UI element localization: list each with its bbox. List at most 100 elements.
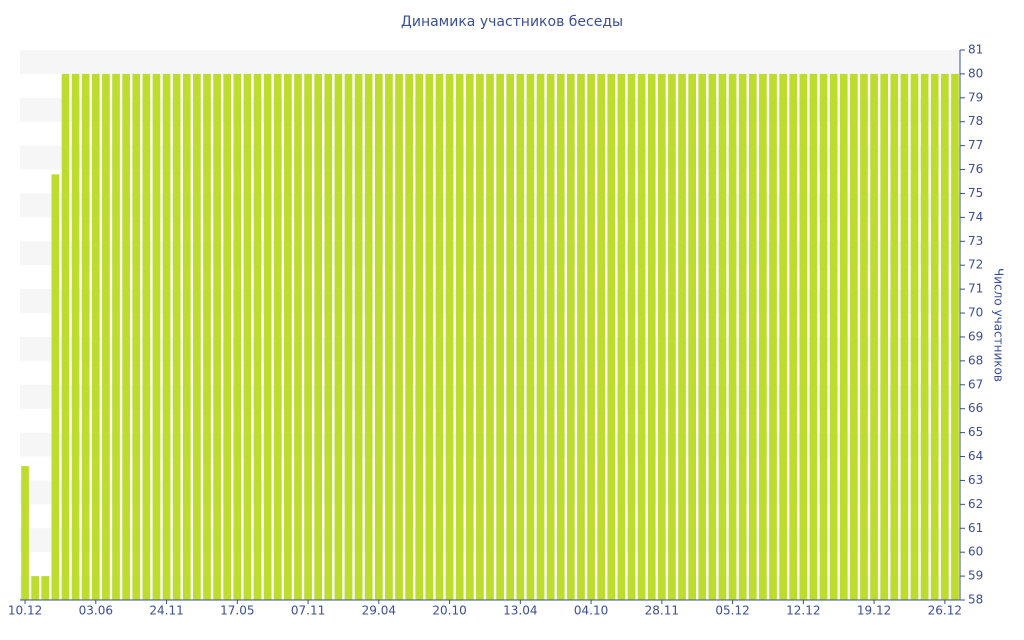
bar bbox=[910, 73, 919, 601]
y-tick-label: 78 bbox=[968, 114, 983, 128]
x-tick-label: 17.05 bbox=[220, 604, 254, 618]
bar bbox=[536, 73, 545, 601]
bar bbox=[364, 73, 373, 601]
bar bbox=[213, 73, 221, 601]
bar bbox=[637, 73, 646, 601]
bar bbox=[152, 73, 161, 601]
y-tick-label: 64 bbox=[968, 449, 983, 463]
bar bbox=[435, 73, 444, 601]
x-tick-label: 29.04 bbox=[362, 604, 396, 618]
y-tick-label: 74 bbox=[968, 210, 983, 224]
bar bbox=[728, 73, 737, 601]
y-tick-label: 73 bbox=[968, 234, 983, 248]
y-tick-label: 61 bbox=[968, 521, 983, 535]
y-tick-label: 77 bbox=[968, 138, 983, 152]
bar bbox=[668, 73, 676, 601]
x-tick-label: 26.12 bbox=[928, 604, 962, 618]
bar bbox=[920, 73, 929, 601]
bar bbox=[647, 73, 656, 601]
y-axis-title: Число участников bbox=[992, 268, 1006, 382]
bar bbox=[627, 73, 636, 601]
x-tick-label: 12.12 bbox=[786, 604, 820, 618]
bar bbox=[890, 73, 899, 601]
bar bbox=[263, 73, 272, 601]
bar bbox=[465, 73, 474, 601]
bar bbox=[678, 73, 686, 601]
bar bbox=[526, 73, 535, 601]
bar bbox=[284, 73, 292, 601]
x-tick-label: 24.11 bbox=[149, 604, 183, 618]
bar bbox=[405, 73, 413, 601]
bar bbox=[314, 73, 323, 601]
bar bbox=[698, 73, 707, 601]
bar bbox=[354, 73, 363, 601]
y-tick-label: 62 bbox=[968, 497, 983, 511]
bar bbox=[253, 73, 262, 601]
x-tick-label: 13.04 bbox=[503, 604, 537, 618]
bar bbox=[951, 73, 959, 601]
bar bbox=[577, 73, 585, 601]
x-tick-label: 07.11 bbox=[291, 604, 325, 618]
bar bbox=[294, 73, 302, 601]
bar bbox=[233, 73, 242, 601]
bar bbox=[385, 73, 393, 601]
bar bbox=[607, 73, 616, 601]
bar bbox=[779, 73, 787, 601]
y-tick-label: 63 bbox=[968, 473, 983, 487]
bar bbox=[132, 73, 141, 601]
bar bbox=[819, 73, 828, 601]
bar bbox=[193, 73, 201, 601]
bar bbox=[940, 73, 949, 601]
y-tick-label: 70 bbox=[968, 306, 983, 320]
x-tick-label: 03.06 bbox=[79, 604, 113, 618]
y-tick-label: 79 bbox=[968, 90, 983, 104]
bar bbox=[546, 73, 555, 601]
bar bbox=[860, 73, 868, 601]
y-tick-label: 80 bbox=[968, 66, 983, 80]
bar bbox=[769, 73, 777, 601]
bar bbox=[344, 73, 353, 601]
bar bbox=[587, 73, 595, 601]
chart-title: Динамика участников беседы bbox=[401, 14, 623, 30]
x-tick-label: 05.12 bbox=[715, 604, 749, 618]
bar bbox=[51, 174, 60, 600]
bar bbox=[799, 73, 808, 601]
y-tick-label: 65 bbox=[968, 425, 983, 439]
bar bbox=[142, 73, 151, 601]
bar bbox=[172, 73, 181, 601]
bar bbox=[809, 73, 818, 601]
bar bbox=[31, 576, 40, 600]
x-tick-label: 10.12 bbox=[8, 604, 42, 618]
bar bbox=[880, 73, 889, 601]
y-tick-label: 76 bbox=[968, 162, 983, 176]
bar bbox=[223, 73, 232, 601]
bar bbox=[476, 73, 484, 601]
bar bbox=[567, 73, 575, 601]
bar bbox=[41, 576, 50, 600]
bar bbox=[395, 73, 403, 601]
bar bbox=[21, 466, 29, 600]
bar bbox=[415, 73, 424, 601]
bar bbox=[688, 73, 696, 601]
bar bbox=[556, 73, 565, 601]
bar bbox=[71, 73, 80, 601]
bar bbox=[900, 73, 909, 601]
bar bbox=[243, 73, 252, 601]
bar bbox=[203, 73, 211, 601]
bar bbox=[162, 73, 171, 601]
grid-band bbox=[20, 50, 960, 74]
bar bbox=[122, 73, 130, 601]
bar bbox=[930, 73, 939, 601]
y-tick-label: 68 bbox=[968, 353, 983, 367]
bar bbox=[759, 73, 767, 601]
bar bbox=[334, 73, 343, 601]
bar bbox=[486, 73, 494, 601]
bar bbox=[657, 73, 666, 601]
bar bbox=[324, 73, 333, 601]
bar bbox=[112, 73, 120, 601]
bar bbox=[91, 73, 100, 601]
bar bbox=[425, 73, 434, 601]
y-tick-label: 60 bbox=[968, 545, 983, 559]
bar bbox=[374, 73, 383, 601]
bar bbox=[708, 73, 717, 601]
